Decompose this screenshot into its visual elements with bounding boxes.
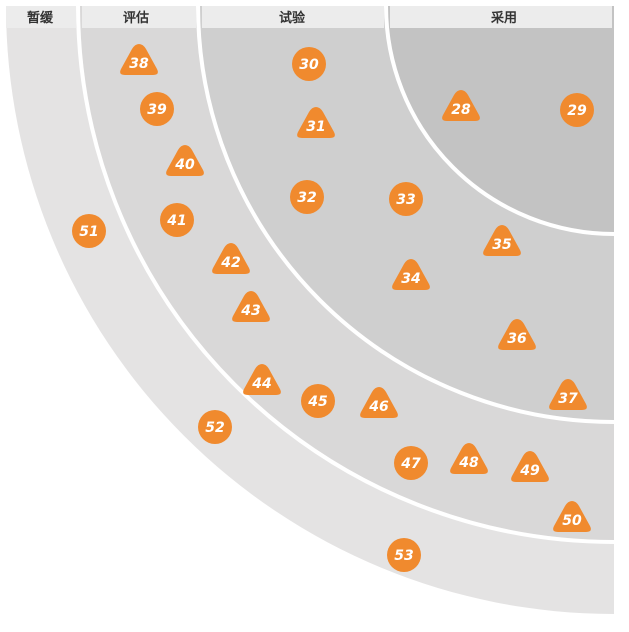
- blip-number: 28: [451, 102, 471, 118]
- blip-29[interactable]: 29: [560, 93, 594, 127]
- blip-circle-marker: [387, 538, 421, 572]
- ring-band-adopt: [388, 6, 614, 232]
- blip-circle-marker: [290, 180, 324, 214]
- blip-triangle-marker: [120, 44, 158, 75]
- ring-divider-hold-assess: [76, 5, 629, 544]
- blip-triangle-marker: [498, 319, 536, 350]
- blip-number: 36: [507, 331, 527, 347]
- ring-label-bar-assess: [82, 6, 196, 28]
- blip-41[interactable]: 41: [160, 203, 194, 237]
- blip-37[interactable]: 37: [549, 379, 587, 410]
- blip-triangle-marker: [166, 145, 204, 176]
- blip-circle-marker: [301, 384, 335, 418]
- blip-triangle-marker: [243, 364, 281, 395]
- blip-number: 45: [307, 394, 328, 410]
- blip-number: 39: [147, 102, 167, 118]
- blip-34[interactable]: 34: [392, 259, 430, 290]
- blip-43[interactable]: 43: [232, 291, 270, 322]
- blip-number: 42: [220, 255, 240, 271]
- blip-45[interactable]: 45: [301, 384, 335, 418]
- ring-divider-assess-trial: [196, 5, 629, 424]
- blip-42[interactable]: 42: [212, 243, 250, 274]
- ring-divider-trial-adopt: [384, 5, 629, 236]
- blip-number: 31: [306, 119, 325, 135]
- ring-label-hold: 暂缓: [27, 10, 54, 26]
- ring-label-adopt: 采用: [490, 10, 517, 26]
- blip-circle-marker: [560, 93, 594, 127]
- blip-triangle-marker: [483, 225, 521, 256]
- blip-number: 49: [519, 463, 540, 479]
- blip-number: 34: [401, 271, 420, 287]
- blip-triangle-marker: [232, 291, 270, 322]
- blip-51[interactable]: 51: [72, 214, 106, 248]
- blips-layer: 28 29 30 31 32 33 34 35 36 37 38 39 40 41 42 43 44 45 46 47…: [72, 44, 594, 572]
- blip-40[interactable]: 40: [166, 145, 204, 176]
- blip-32[interactable]: 32: [290, 180, 324, 214]
- blip-circle-marker: [72, 214, 106, 248]
- blip-number: 41: [166, 213, 186, 229]
- blip-circle-marker: [292, 47, 326, 81]
- blip-triangle-marker: [392, 259, 430, 290]
- blip-46[interactable]: 46: [360, 387, 398, 418]
- blip-47[interactable]: 47: [394, 446, 428, 480]
- blip-38[interactable]: 38: [120, 44, 158, 75]
- blip-triangle-marker: [212, 243, 250, 274]
- blip-triangle-marker: [549, 379, 587, 410]
- blip-number: 37: [558, 391, 578, 407]
- blip-number: 29: [567, 103, 587, 119]
- blip-50[interactable]: 50: [553, 501, 591, 532]
- blip-circle-marker: [140, 92, 174, 126]
- blip-circle-marker: [389, 182, 423, 216]
- blip-triangle-marker: [553, 501, 591, 532]
- ring-label-bar-adopt: [390, 6, 612, 28]
- blip-triangle-marker: [511, 451, 549, 482]
- blip-number: 35: [492, 237, 512, 253]
- blip-number: 43: [240, 303, 260, 319]
- blip-35[interactable]: 35: [483, 225, 521, 256]
- blip-28[interactable]: 28: [442, 90, 480, 121]
- ring-label-trial: 试验: [279, 10, 306, 26]
- blip-33[interactable]: 33: [389, 182, 423, 216]
- blip-circle-marker: [160, 203, 194, 237]
- blip-number: 44: [251, 376, 271, 392]
- blip-number: 30: [299, 57, 319, 73]
- blip-number: 51: [79, 224, 98, 240]
- ring-label-assess: 评估: [123, 10, 149, 26]
- blip-triangle-marker: [360, 387, 398, 418]
- blip-30[interactable]: 30: [292, 47, 326, 81]
- blip-circle-marker: [394, 446, 428, 480]
- ring-label-bar-hold: [6, 6, 76, 28]
- blip-number: 46: [368, 399, 389, 415]
- blip-49[interactable]: 49: [511, 451, 549, 482]
- blip-31[interactable]: 31: [297, 107, 335, 138]
- blip-circle-marker: [198, 410, 232, 444]
- blip-48[interactable]: 48: [450, 443, 488, 474]
- blip-number: 47: [400, 456, 421, 472]
- blip-triangle-marker: [450, 443, 488, 474]
- blip-number: 48: [458, 455, 479, 471]
- blip-number: 38: [129, 56, 149, 72]
- blip-number: 33: [396, 192, 415, 208]
- blip-39[interactable]: 39: [140, 92, 174, 126]
- blip-36[interactable]: 36: [498, 319, 536, 350]
- blip-number: 32: [297, 190, 316, 206]
- ring-label-bar-trial: [202, 6, 384, 28]
- blip-number: 52: [205, 420, 224, 436]
- blip-triangle-marker: [442, 90, 480, 121]
- blip-52[interactable]: 52: [198, 410, 232, 444]
- blip-number: 53: [394, 548, 413, 564]
- blip-number: 50: [562, 513, 582, 529]
- blip-number: 40: [174, 157, 195, 173]
- blip-triangle-marker: [297, 107, 335, 138]
- blip-53[interactable]: 53: [387, 538, 421, 572]
- blip-44[interactable]: 44: [243, 364, 281, 395]
